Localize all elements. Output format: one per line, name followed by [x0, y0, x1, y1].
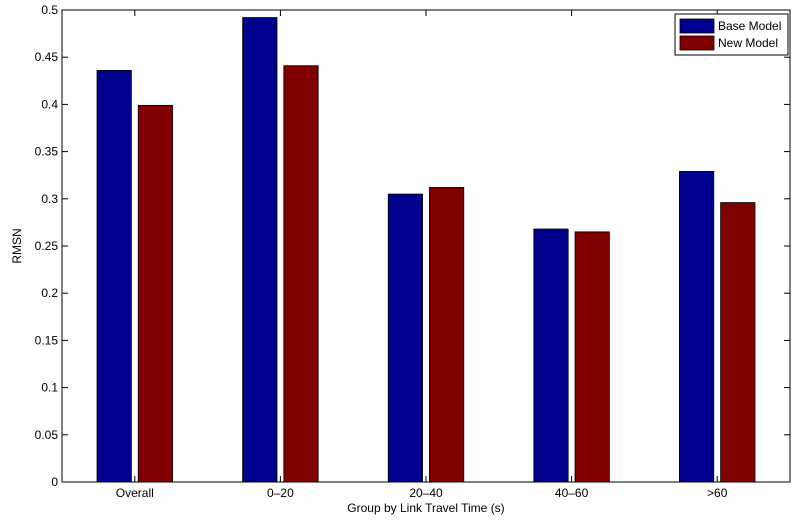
x-tick-label: 40–60 — [555, 486, 589, 500]
y-tick-label: 0.35 — [35, 145, 59, 159]
legend: Base Model New Model — [674, 13, 789, 56]
y-axis-ticks: 0 0.05 0.1 0.15 0.2 0.25 0.3 0.35 0.4 0.45 0.5 — [35, 3, 790, 489]
bar-new-model — [283, 65, 319, 483]
bar-new-model — [574, 231, 610, 483]
legend-label-base-model: Base Model — [718, 19, 781, 33]
x-tick-label: 0–20 — [267, 486, 294, 500]
y-tick-label: 0.25 — [35, 239, 59, 253]
y-axis-label: RMSN — [10, 228, 24, 263]
x-tick-label: Overall — [116, 486, 154, 500]
bars-group — [96, 17, 756, 483]
x-tick-label: >60 — [707, 486, 728, 500]
bar-base-model — [96, 70, 132, 483]
y-tick-label: 0.15 — [35, 333, 59, 347]
y-tick-label: 0.45 — [35, 50, 59, 64]
x-axis-ticks: Overall 0–20 20–40 40–60 >60 — [116, 10, 728, 500]
legend-label-new-model: New Model — [718, 36, 778, 50]
bar-base-model — [242, 17, 278, 483]
legend-swatch-new-model — [679, 35, 715, 51]
legend-swatch-base-model — [679, 18, 715, 34]
y-tick-label: 0 — [51, 475, 58, 489]
bar-base-model — [387, 193, 423, 483]
y-tick-label: 0.1 — [41, 381, 58, 395]
x-tick-label: 20–40 — [409, 486, 443, 500]
bar-new-model — [429, 187, 465, 483]
y-tick-label: 0.3 — [41, 192, 58, 206]
y-tick-label: 0.4 — [41, 97, 58, 111]
y-tick-label: 0.2 — [41, 286, 58, 300]
y-tick-label: 0.05 — [35, 428, 59, 442]
bar-new-model — [137, 104, 173, 483]
bar-base-model — [533, 228, 569, 483]
y-tick-label: 0.5 — [41, 3, 58, 17]
x-axis-label: Group by Link Travel Time (s) — [347, 501, 504, 515]
bar-base-model — [679, 171, 715, 483]
bar-new-model — [720, 202, 756, 483]
